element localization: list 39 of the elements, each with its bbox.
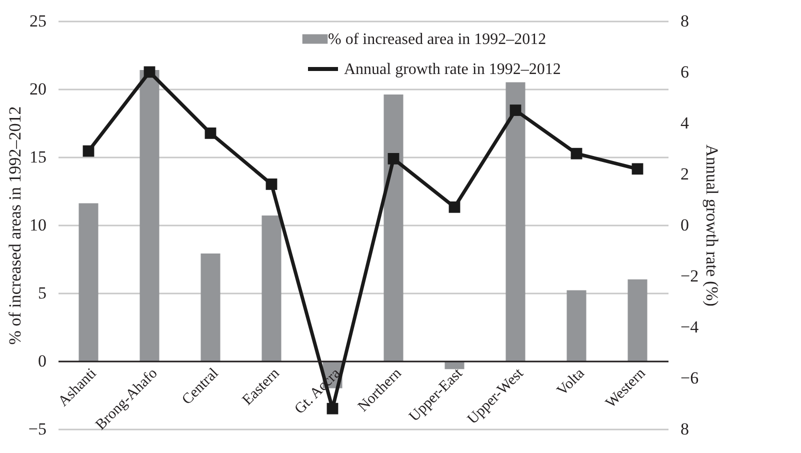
y2-tick-label: 2 (680, 164, 689, 184)
y-tick-label: 15 (30, 148, 46, 166)
bar (262, 215, 282, 361)
point (388, 153, 400, 164)
bar (140, 70, 160, 361)
point (570, 148, 582, 160)
point (510, 104, 522, 116)
bar (566, 290, 586, 361)
x-tick-label: Volta (554, 365, 588, 400)
legend-label: % of increased area in 1992–2012 (328, 31, 546, 48)
y2-tick-label: −2 (680, 266, 699, 286)
bar (628, 279, 648, 361)
y-axis-title: % of increased areas in 1992–2012 (5, 106, 24, 345)
point (266, 178, 278, 190)
y2-tick-label: 8 (680, 12, 689, 30)
point (632, 163, 644, 175)
y2-tick-label: 4 (680, 114, 690, 132)
y-tick-label: 20 (30, 80, 46, 98)
y2-tick-label: −4 (680, 318, 700, 336)
y2-axis-title: Annual growth rate (%) (702, 144, 722, 306)
point (144, 66, 156, 78)
y2-tick-label: 6 (680, 62, 689, 82)
bar (384, 94, 404, 361)
bar (78, 203, 98, 361)
y-tick-label: 5 (38, 284, 46, 302)
point (204, 128, 216, 139)
legend-label: Annual growth rate in 1992–2012 (344, 61, 561, 78)
bar (200, 254, 220, 361)
y2-tick-label: 8 (680, 420, 689, 438)
point (82, 145, 94, 157)
y-tick-label: 10 (30, 216, 46, 234)
point (326, 402, 338, 414)
bar (506, 82, 526, 361)
y-tick-label: −5 (28, 420, 46, 438)
y2-tick-label: 0 (680, 216, 689, 234)
point (448, 201, 460, 213)
y-tick-label: 25 (30, 12, 46, 30)
y2-tick-label: −6 (680, 368, 699, 388)
y-tick-label: 0 (38, 352, 46, 370)
